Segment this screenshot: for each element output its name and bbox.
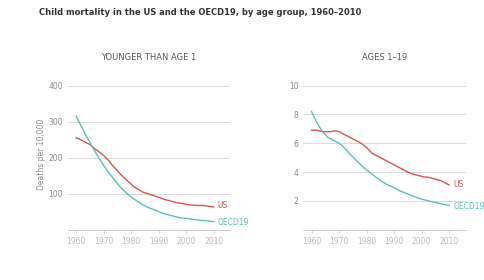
- Text: US: US: [452, 180, 463, 189]
- Y-axis label: Deaths per 10,000: Deaths per 10,000: [37, 118, 45, 190]
- Text: AGES 1–19: AGES 1–19: [361, 53, 406, 62]
- Text: US: US: [217, 200, 227, 210]
- Text: OECD19: OECD19: [217, 218, 249, 227]
- Text: OECD19: OECD19: [452, 202, 484, 211]
- Text: Child mortality in the US and the OECD19, by age group, 1960–2010: Child mortality in the US and the OECD19…: [39, 8, 361, 17]
- Text: YOUNGER THAN AGE 1: YOUNGER THAN AGE 1: [101, 53, 197, 62]
